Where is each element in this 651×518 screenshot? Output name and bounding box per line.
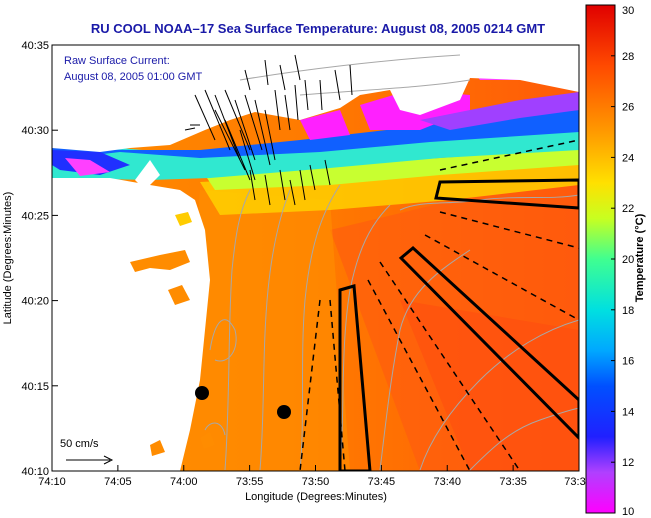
colorbar-tick-label: 28 — [622, 51, 634, 63]
x-tick-label: 74:10 — [38, 476, 66, 488]
y-tick-label: 40:25 — [21, 210, 49, 222]
y-tick-label: 40:35 — [21, 40, 49, 52]
colorbar-tick-label: 24 — [622, 152, 634, 164]
x-tick-label: 74:00 — [170, 476, 198, 488]
y-tick-label: 40:30 — [21, 125, 49, 137]
buoy-marker-2 — [277, 405, 291, 419]
colorbar-tick-label: 12 — [622, 457, 634, 469]
y-axis-label: Latitude (Degrees:Minutes) — [2, 192, 14, 325]
y-tick-label: 40:10 — [21, 466, 49, 478]
x-tick-label: 73:40 — [433, 476, 461, 488]
x-tick-label: 73:45 — [368, 476, 396, 488]
colorbar-ticks: 10 12 14 16 18 20 22 24 26 28 30 — [611, 4, 634, 518]
x-axis: 74:10 74:05 74:00 73:55 73:50 73:45 73:40 73:35… — [38, 465, 586, 488]
x-tick-label: 73:35 — [499, 476, 527, 488]
y-axis: 40:35 40:30 40:25 40:20 40:15 40:10 — [21, 40, 58, 478]
colorbar-tick-label: 18 — [622, 305, 634, 317]
current-title-label: Raw Surface Current: — [64, 55, 170, 67]
scale-label: 50 cm/s — [60, 438, 99, 450]
survey-tracks — [299, 139, 579, 471]
colorbar-tick-label: 22 — [622, 203, 634, 215]
colorbar — [585, 4, 616, 514]
scale-arrow — [66, 455, 114, 465]
x-tick-label: 74:05 — [104, 476, 132, 488]
colorbar-tick-label: 16 — [622, 356, 634, 368]
x-axis-label: Longitude (Degrees:Minutes) — [245, 491, 387, 503]
temperature-field — [52, 45, 579, 471]
colorbar-tick-label: 14 — [622, 406, 634, 418]
x-tick-label: 73:50 — [302, 476, 330, 488]
colorbar-tick-label: 30 — [622, 5, 634, 17]
colorbar-label: Temperature (°C) — [634, 213, 646, 302]
y-tick-label: 40:20 — [21, 296, 49, 308]
colorbar-tick-label: 10 — [622, 506, 634, 518]
buoy-marker-1 — [195, 386, 209, 400]
current-vectors — [184, 54, 353, 206]
colorbar-tick-label: 20 — [622, 254, 634, 266]
current-time-label: August 08, 2005 01:00 GMT — [64, 71, 202, 83]
x-tick-label: 73:3 — [564, 476, 585, 488]
y-tick-label: 40:15 — [21, 381, 49, 393]
chart-title: RU COOL NOAA–17 Sea Surface Temperature:… — [91, 21, 545, 36]
colorbar-tick-label: 26 — [622, 102, 634, 114]
x-tick-label: 73:55 — [236, 476, 264, 488]
